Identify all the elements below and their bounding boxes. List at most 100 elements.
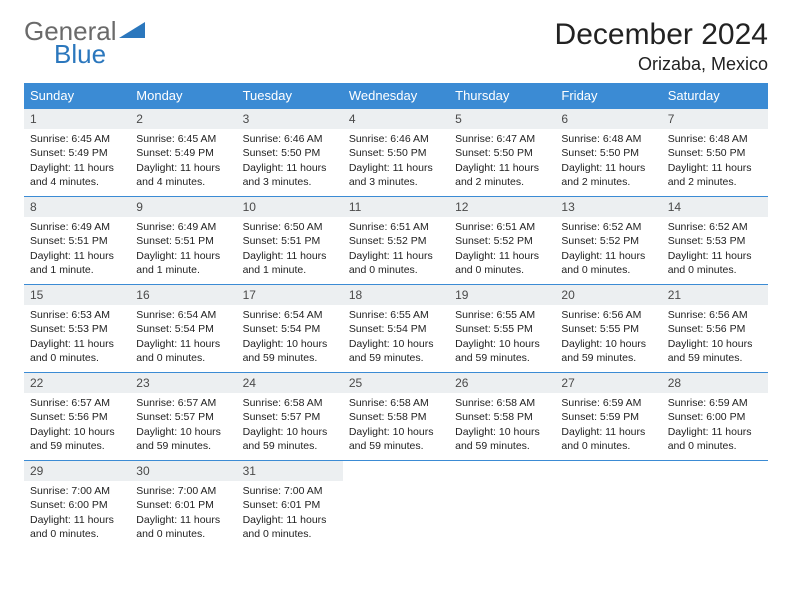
col-tuesday: Tuesday	[237, 83, 343, 109]
header: General Blue December 2024 Orizaba, Mexi…	[24, 18, 768, 75]
calendar-cell: 14Sunrise: 6:52 AMSunset: 5:53 PMDayligh…	[662, 197, 768, 285]
daylight-text: Daylight: 11 hours and 0 minutes.	[136, 513, 230, 541]
sunrise-text: Sunrise: 6:49 AM	[30, 220, 124, 234]
sunset-text: Sunset: 5:51 PM	[136, 234, 230, 248]
day-number: 8	[24, 197, 130, 217]
day-body: Sunrise: 6:58 AMSunset: 5:57 PMDaylight:…	[237, 393, 343, 459]
calendar-week-row: 29Sunrise: 7:00 AMSunset: 6:00 PMDayligh…	[24, 461, 768, 549]
sunset-text: Sunset: 5:54 PM	[243, 322, 337, 336]
day-number: 11	[343, 197, 449, 217]
day-number: 25	[343, 373, 449, 393]
day-body: Sunrise: 6:54 AMSunset: 5:54 PMDaylight:…	[130, 305, 236, 371]
calendar-week-row: 15Sunrise: 6:53 AMSunset: 5:53 PMDayligh…	[24, 285, 768, 373]
col-wednesday: Wednesday	[343, 83, 449, 109]
page-subtitle: Orizaba, Mexico	[555, 54, 768, 75]
day-number: 9	[130, 197, 236, 217]
daylight-text: Daylight: 10 hours and 59 minutes.	[561, 337, 655, 365]
day-number: 23	[130, 373, 236, 393]
day-number: 12	[449, 197, 555, 217]
sunset-text: Sunset: 5:54 PM	[349, 322, 443, 336]
day-number: 26	[449, 373, 555, 393]
day-body: Sunrise: 6:51 AMSunset: 5:52 PMDaylight:…	[343, 217, 449, 283]
daylight-text: Daylight: 11 hours and 0 minutes.	[136, 337, 230, 365]
sunset-text: Sunset: 5:51 PM	[30, 234, 124, 248]
sunset-text: Sunset: 6:01 PM	[243, 498, 337, 512]
sunset-text: Sunset: 5:58 PM	[455, 410, 549, 424]
day-body: Sunrise: 6:54 AMSunset: 5:54 PMDaylight:…	[237, 305, 343, 371]
day-number: 22	[24, 373, 130, 393]
calendar-cell: ..	[449, 461, 555, 549]
calendar-cell: ..	[343, 461, 449, 549]
day-number: 4	[343, 109, 449, 129]
calendar-cell: 24Sunrise: 6:58 AMSunset: 5:57 PMDayligh…	[237, 373, 343, 461]
sunset-text: Sunset: 5:56 PM	[668, 322, 762, 336]
day-body: Sunrise: 6:47 AMSunset: 5:50 PMDaylight:…	[449, 129, 555, 195]
sunset-text: Sunset: 5:51 PM	[243, 234, 337, 248]
calendar-cell: 21Sunrise: 6:56 AMSunset: 5:56 PMDayligh…	[662, 285, 768, 373]
sunrise-text: Sunrise: 6:52 AM	[561, 220, 655, 234]
day-body: Sunrise: 6:55 AMSunset: 5:55 PMDaylight:…	[449, 305, 555, 371]
calendar-table: Sunday Monday Tuesday Wednesday Thursday…	[24, 83, 768, 549]
day-number: 3	[237, 109, 343, 129]
sunset-text: Sunset: 5:50 PM	[243, 146, 337, 160]
day-number: 18	[343, 285, 449, 305]
day-number: 24	[237, 373, 343, 393]
sunrise-text: Sunrise: 6:55 AM	[455, 308, 549, 322]
daylight-text: Daylight: 10 hours and 59 minutes.	[455, 337, 549, 365]
sunrise-text: Sunrise: 6:56 AM	[561, 308, 655, 322]
daylight-text: Daylight: 11 hours and 2 minutes.	[668, 161, 762, 189]
sunset-text: Sunset: 5:49 PM	[30, 146, 124, 160]
logo: General Blue	[24, 18, 149, 67]
sunset-text: Sunset: 6:01 PM	[136, 498, 230, 512]
day-number: 1	[24, 109, 130, 129]
daylight-text: Daylight: 10 hours and 59 minutes.	[455, 425, 549, 453]
day-body: Sunrise: 6:56 AMSunset: 5:56 PMDaylight:…	[662, 305, 768, 371]
calendar-cell: 1Sunrise: 6:45 AMSunset: 5:49 PMDaylight…	[24, 109, 130, 197]
calendar-cell: 17Sunrise: 6:54 AMSunset: 5:54 PMDayligh…	[237, 285, 343, 373]
calendar-cell: 7Sunrise: 6:48 AMSunset: 5:50 PMDaylight…	[662, 109, 768, 197]
daylight-text: Daylight: 10 hours and 59 minutes.	[243, 337, 337, 365]
sunset-text: Sunset: 5:52 PM	[349, 234, 443, 248]
calendar-cell: 3Sunrise: 6:46 AMSunset: 5:50 PMDaylight…	[237, 109, 343, 197]
daylight-text: Daylight: 11 hours and 0 minutes.	[243, 513, 337, 541]
day-body: Sunrise: 6:49 AMSunset: 5:51 PMDaylight:…	[24, 217, 130, 283]
calendar-header-row: Sunday Monday Tuesday Wednesday Thursday…	[24, 83, 768, 109]
sunset-text: Sunset: 5:54 PM	[136, 322, 230, 336]
sunrise-text: Sunrise: 6:52 AM	[668, 220, 762, 234]
daylight-text: Daylight: 11 hours and 3 minutes.	[243, 161, 337, 189]
calendar-week-row: 8Sunrise: 6:49 AMSunset: 5:51 PMDaylight…	[24, 197, 768, 285]
day-body: Sunrise: 6:49 AMSunset: 5:51 PMDaylight:…	[130, 217, 236, 283]
sunrise-text: Sunrise: 6:59 AM	[668, 396, 762, 410]
sunset-text: Sunset: 5:50 PM	[668, 146, 762, 160]
daylight-text: Daylight: 11 hours and 0 minutes.	[30, 513, 124, 541]
daylight-text: Daylight: 11 hours and 4 minutes.	[30, 161, 124, 189]
day-body: Sunrise: 6:48 AMSunset: 5:50 PMDaylight:…	[662, 129, 768, 195]
sunrise-text: Sunrise: 6:48 AM	[668, 132, 762, 146]
calendar-cell: 16Sunrise: 6:54 AMSunset: 5:54 PMDayligh…	[130, 285, 236, 373]
day-number: 6	[555, 109, 661, 129]
day-body: Sunrise: 7:00 AMSunset: 6:01 PMDaylight:…	[130, 481, 236, 547]
day-body: Sunrise: 6:45 AMSunset: 5:49 PMDaylight:…	[24, 129, 130, 195]
sunrise-text: Sunrise: 6:46 AM	[349, 132, 443, 146]
daylight-text: Daylight: 11 hours and 0 minutes.	[668, 425, 762, 453]
calendar-cell: 6Sunrise: 6:48 AMSunset: 5:50 PMDaylight…	[555, 109, 661, 197]
day-body: Sunrise: 6:59 AMSunset: 5:59 PMDaylight:…	[555, 393, 661, 459]
sunset-text: Sunset: 6:00 PM	[30, 498, 124, 512]
calendar-cell: 8Sunrise: 6:49 AMSunset: 5:51 PMDaylight…	[24, 197, 130, 285]
day-number: 7	[662, 109, 768, 129]
calendar-cell: 27Sunrise: 6:59 AMSunset: 5:59 PMDayligh…	[555, 373, 661, 461]
daylight-text: Daylight: 11 hours and 1 minute.	[136, 249, 230, 277]
col-thursday: Thursday	[449, 83, 555, 109]
sunset-text: Sunset: 5:56 PM	[30, 410, 124, 424]
day-number: 13	[555, 197, 661, 217]
calendar-cell: 20Sunrise: 6:56 AMSunset: 5:55 PMDayligh…	[555, 285, 661, 373]
sunrise-text: Sunrise: 6:54 AM	[243, 308, 337, 322]
daylight-text: Daylight: 10 hours and 59 minutes.	[349, 337, 443, 365]
sunrise-text: Sunrise: 6:49 AM	[136, 220, 230, 234]
day-body: Sunrise: 6:51 AMSunset: 5:52 PMDaylight:…	[449, 217, 555, 283]
day-number: 21	[662, 285, 768, 305]
sunrise-text: Sunrise: 6:53 AM	[30, 308, 124, 322]
sunset-text: Sunset: 6:00 PM	[668, 410, 762, 424]
daylight-text: Daylight: 11 hours and 1 minute.	[30, 249, 124, 277]
title-block: December 2024 Orizaba, Mexico	[555, 18, 768, 75]
